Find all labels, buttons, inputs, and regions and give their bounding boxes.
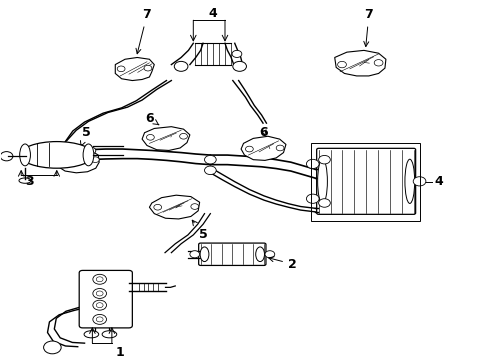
Text: 7: 7 <box>136 8 151 54</box>
Circle shape <box>276 145 284 151</box>
Circle shape <box>91 157 99 162</box>
Ellipse shape <box>200 247 208 262</box>
Circle shape <box>337 61 346 68</box>
Circle shape <box>318 199 330 207</box>
Circle shape <box>154 204 161 210</box>
Circle shape <box>93 314 106 324</box>
Polygon shape <box>149 195 199 219</box>
Circle shape <box>318 156 330 164</box>
Circle shape <box>93 274 106 284</box>
Circle shape <box>306 194 319 203</box>
Circle shape <box>86 147 96 154</box>
Circle shape <box>245 146 253 152</box>
Circle shape <box>373 60 382 66</box>
FancyBboxPatch shape <box>316 148 415 214</box>
Circle shape <box>146 135 154 140</box>
Bar <box>311 143 419 221</box>
Circle shape <box>190 204 198 210</box>
Circle shape <box>93 288 106 298</box>
Text: 7: 7 <box>363 8 372 46</box>
Circle shape <box>96 277 103 282</box>
Circle shape <box>264 251 274 258</box>
Circle shape <box>96 291 103 296</box>
Circle shape <box>0 152 13 161</box>
Text: 6: 6 <box>145 112 159 125</box>
Circle shape <box>306 159 319 168</box>
Circle shape <box>204 166 216 175</box>
Text: 5: 5 <box>80 126 90 146</box>
Circle shape <box>58 158 66 164</box>
FancyBboxPatch shape <box>79 270 132 328</box>
Circle shape <box>96 317 103 322</box>
Polygon shape <box>142 127 189 150</box>
Circle shape <box>232 50 242 58</box>
Ellipse shape <box>19 178 31 183</box>
Circle shape <box>189 251 199 258</box>
Polygon shape <box>334 50 385 76</box>
Ellipse shape <box>255 247 264 262</box>
Text: 6: 6 <box>259 126 268 139</box>
Text: 1: 1 <box>116 346 124 359</box>
Text: 2: 2 <box>268 257 296 270</box>
Text: 4: 4 <box>208 7 217 20</box>
Polygon shape <box>241 136 285 161</box>
Polygon shape <box>115 58 154 81</box>
Circle shape <box>96 303 103 308</box>
Circle shape <box>93 300 106 310</box>
Ellipse shape <box>20 144 30 166</box>
Circle shape <box>412 177 425 186</box>
Circle shape <box>144 65 152 71</box>
Text: 4: 4 <box>434 175 443 188</box>
Ellipse shape <box>102 331 117 338</box>
Circle shape <box>117 66 125 72</box>
Ellipse shape <box>404 159 414 203</box>
Circle shape <box>174 61 187 71</box>
Ellipse shape <box>84 331 99 338</box>
Ellipse shape <box>317 159 327 203</box>
Circle shape <box>232 61 246 71</box>
Circle shape <box>179 134 187 139</box>
Text: 3: 3 <box>25 175 34 188</box>
Ellipse shape <box>83 144 94 166</box>
Circle shape <box>43 341 61 354</box>
Polygon shape <box>57 150 99 173</box>
Ellipse shape <box>20 141 93 168</box>
Circle shape <box>204 156 216 164</box>
FancyBboxPatch shape <box>198 243 265 265</box>
Text: 5: 5 <box>192 220 207 241</box>
